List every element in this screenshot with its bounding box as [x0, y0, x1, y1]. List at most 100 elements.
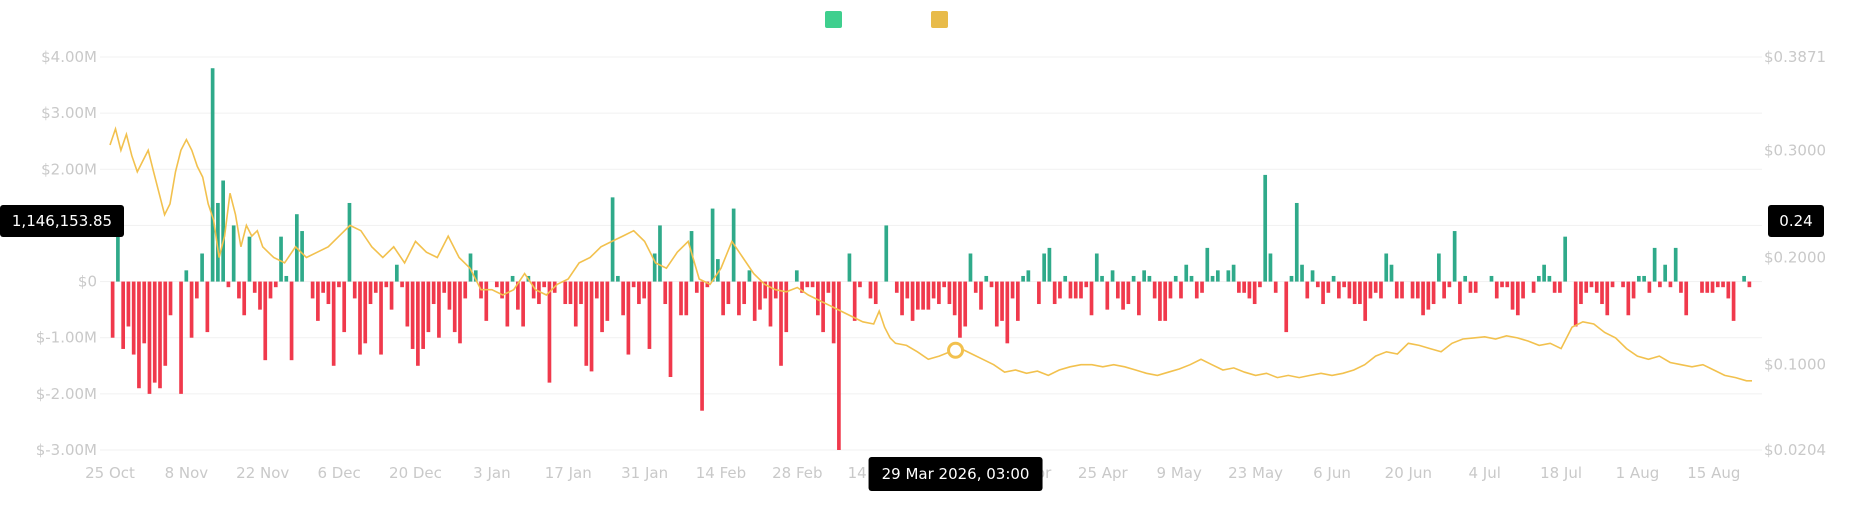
legend-inflow-swatch[interactable]	[825, 11, 842, 28]
outflow-bar	[642, 281, 647, 299]
outflow-bar	[542, 281, 547, 288]
outflow-bar	[1368, 281, 1373, 299]
outflow-bar	[563, 281, 568, 305]
inflow-bar	[1537, 275, 1541, 282]
x-tick-label: 3 Jan	[473, 464, 510, 482]
outflow-bar	[852, 281, 857, 321]
inflow-bar	[1263, 174, 1268, 282]
legend-price-swatch[interactable]	[931, 11, 948, 28]
right-tick-label: $0.3000	[1764, 141, 1826, 159]
outflow-bar	[363, 281, 368, 344]
outflow-bar	[868, 281, 873, 299]
outflow-bar	[763, 281, 768, 299]
outflow-bar	[1679, 281, 1683, 293]
outflow-bar	[268, 281, 273, 299]
outflow-bar	[1158, 281, 1162, 321]
x-tick-label: 18 Jul	[1540, 464, 1582, 482]
outflow-bar	[1715, 281, 1720, 288]
x-tick-label: 8 Nov	[165, 464, 209, 482]
outflow-bar	[1426, 281, 1431, 310]
outflow-bar	[679, 281, 683, 316]
outflow-bar	[1442, 281, 1446, 299]
outflow-bar	[437, 281, 441, 338]
inflow-bar	[279, 236, 283, 282]
outflow-bar	[131, 281, 136, 355]
outflow-bar	[1200, 281, 1204, 293]
outflow-bar	[484, 281, 489, 321]
left-tick-label: $-2.00M	[36, 385, 97, 403]
left-value-badge: 1,146,153.85	[0, 205, 124, 237]
outflow-bar	[316, 281, 320, 321]
outflow-bar	[1152, 281, 1157, 299]
outflow-bar	[1421, 281, 1425, 316]
left-y-axis: $4.00M$3.00M$2.00M$1.00M$0$-1.00M$-2.00M…	[36, 48, 97, 459]
outflow-bar	[647, 281, 652, 349]
outflow-bar	[1137, 281, 1141, 316]
x-tick-label: 28 Feb	[772, 464, 822, 482]
inflow-bar	[689, 231, 694, 282]
crosshair-date-label: 29 Mar 2026, 03:00	[882, 465, 1030, 483]
outflow-bar	[721, 281, 725, 316]
outflow-bar	[1731, 281, 1736, 321]
outflow-bar	[1573, 281, 1578, 327]
outflow-bar	[321, 281, 325, 293]
inflow-bar	[658, 225, 662, 282]
outflow-bar	[1721, 281, 1725, 288]
outflow-bar	[589, 281, 594, 372]
outflow-bar	[821, 281, 825, 333]
outflow-bar	[1400, 281, 1404, 299]
inflow-bar	[1021, 275, 1025, 282]
inflow-bar	[468, 253, 473, 282]
x-tick-label: 4 Jul	[1468, 464, 1500, 482]
x-tick-label: 6 Dec	[317, 464, 360, 482]
outflow-bar	[273, 281, 278, 288]
outflow-bar	[163, 281, 168, 366]
outflow-bar	[516, 281, 520, 310]
outflow-bar	[816, 281, 820, 316]
outflow-bar	[416, 281, 420, 366]
outflow-bar	[1258, 281, 1262, 288]
outflow-bar	[1558, 281, 1562, 293]
inflow-bar	[300, 231, 304, 282]
outflow-bar	[1710, 281, 1715, 293]
outflow-bar	[1605, 281, 1610, 316]
outflow-bar	[1079, 281, 1083, 299]
outflow-bar	[1179, 281, 1183, 299]
outflow-bar	[1552, 281, 1557, 293]
outflow-bar	[500, 281, 504, 299]
outflow-bar	[1600, 281, 1604, 305]
outflow-bar	[1363, 281, 1368, 321]
outflow-bar	[1510, 281, 1515, 310]
right-value-badge: 0.24	[1768, 205, 1824, 237]
outflow-bar	[1584, 281, 1589, 293]
inflow-bar	[1289, 275, 1294, 282]
outflow-bar	[410, 281, 415, 349]
outflow-bar	[742, 281, 747, 305]
inflow-bar	[1637, 275, 1641, 282]
outflow-bar	[1594, 281, 1599, 293]
outflow-bar	[168, 281, 173, 316]
outflow-bar	[958, 281, 962, 338]
outflow-bar	[126, 281, 131, 327]
outflow-bar	[910, 281, 915, 321]
inflow-bar	[747, 270, 752, 282]
outflow-bar	[1579, 281, 1583, 305]
outflow-bar	[1431, 281, 1436, 305]
inflow-bar	[1047, 247, 1052, 282]
outflow-bar	[1058, 281, 1062, 299]
outflow-bar	[373, 281, 378, 293]
crosshair-date-badge: 29 Mar 2026, 03:00	[868, 457, 1043, 491]
inflow-bar	[1384, 253, 1389, 282]
outflow-bar	[826, 281, 831, 293]
outflow-bar	[137, 281, 141, 389]
outflow-bar	[331, 281, 336, 366]
outflow-bar	[726, 281, 731, 305]
outflow-bar	[621, 281, 625, 316]
outflow-bar	[189, 281, 194, 338]
inflow-bar	[1547, 275, 1552, 282]
x-tick-label: 6 Jun	[1313, 464, 1351, 482]
outflow-bar	[1668, 281, 1673, 288]
inflow-bar	[1652, 247, 1657, 282]
outflow-bar	[989, 281, 994, 288]
